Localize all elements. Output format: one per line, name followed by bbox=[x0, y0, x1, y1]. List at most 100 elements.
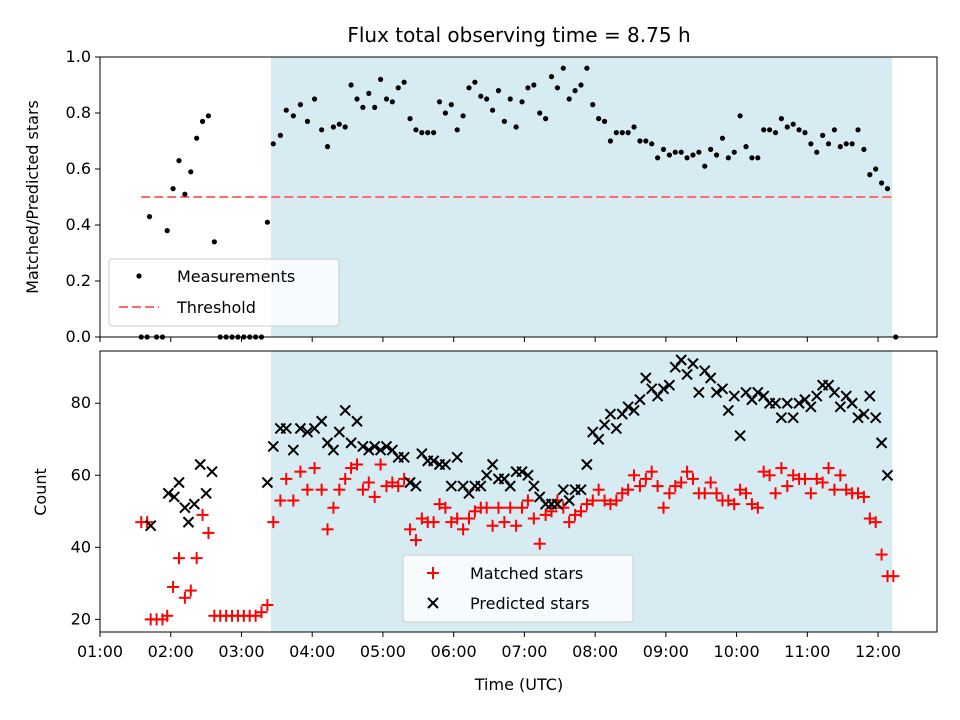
measurement-point bbox=[199, 118, 206, 124]
matched-star-point bbox=[834, 469, 847, 482]
measurement-point bbox=[548, 74, 555, 80]
matched-star-point bbox=[294, 465, 307, 478]
matched-star-point bbox=[439, 501, 452, 514]
predicted-star-point bbox=[592, 433, 605, 445]
matched-star-point bbox=[510, 519, 523, 532]
top-y-tick-label: 0.8 bbox=[66, 103, 91, 122]
predicted-star-point bbox=[451, 451, 463, 463]
matched-star-point bbox=[308, 462, 321, 475]
predicted-star-point bbox=[194, 458, 206, 471]
matched-star-point bbox=[184, 584, 197, 597]
measurement-point bbox=[304, 118, 311, 124]
measurement-point bbox=[820, 132, 826, 138]
measurement-point bbox=[708, 146, 714, 152]
predicted-star-point bbox=[675, 354, 687, 366]
bottom-y-tick-label: 40 bbox=[71, 537, 91, 556]
measurement-point bbox=[837, 144, 843, 150]
matched-star-point bbox=[704, 476, 717, 489]
matched-star-point bbox=[427, 516, 440, 529]
measurement-point bbox=[182, 191, 188, 197]
predicted-star-point bbox=[144, 520, 157, 532]
measurement-point bbox=[264, 219, 270, 225]
measurement-point bbox=[719, 135, 726, 141]
bottom-x-tick-label: 10:00 bbox=[714, 642, 760, 661]
predicted-star-point bbox=[404, 476, 416, 489]
predicted-star-point bbox=[368, 440, 381, 453]
predicted-star-point bbox=[704, 372, 717, 384]
predicted-star-point bbox=[610, 422, 623, 435]
measurement-point bbox=[454, 127, 460, 133]
matched-star-point bbox=[657, 501, 670, 514]
matched-star-point bbox=[681, 465, 694, 478]
legend-predicted-label: Predicted stars bbox=[470, 594, 590, 613]
measurement-point bbox=[484, 96, 490, 102]
measurement-point bbox=[725, 155, 731, 161]
predicted-star-point bbox=[787, 411, 799, 424]
measurement-point bbox=[755, 155, 761, 161]
predicted-star-point bbox=[339, 404, 351, 417]
bottom-x-tick-label: 04:00 bbox=[289, 642, 335, 661]
measurement-point bbox=[407, 116, 413, 122]
matched-star-point bbox=[663, 487, 676, 500]
predicted-star-point bbox=[834, 401, 847, 413]
measurement-point bbox=[731, 149, 737, 155]
measurement-point bbox=[442, 110, 449, 116]
measurement-point bbox=[672, 149, 678, 155]
predicted-star-point bbox=[301, 426, 314, 438]
bottom-y-tick-label: 80 bbox=[71, 393, 91, 412]
bottom-x-tick-label: 02:00 bbox=[148, 642, 194, 661]
predicted-star-point bbox=[182, 516, 195, 528]
matched-star-point bbox=[527, 512, 540, 525]
matched-star-point bbox=[301, 483, 314, 496]
matched-star-point bbox=[586, 494, 599, 507]
measurement-point bbox=[743, 144, 749, 150]
predicted-star-point bbox=[398, 451, 410, 463]
measurement-point bbox=[478, 93, 484, 99]
matched-star-point bbox=[457, 523, 470, 536]
predicted-star-point bbox=[351, 415, 363, 427]
bottom-y-tick-label: 60 bbox=[71, 465, 91, 484]
measurement-point bbox=[649, 141, 655, 147]
measurement-point bbox=[660, 146, 667, 152]
matched-star-point bbox=[255, 606, 268, 619]
predicted-star-point bbox=[852, 411, 864, 424]
bottom-x-tick-label: 05:00 bbox=[360, 642, 406, 661]
matched-star-point bbox=[498, 516, 511, 529]
predicted-star-point bbox=[357, 440, 369, 453]
matched-star-point bbox=[492, 501, 505, 514]
matched-star-point bbox=[327, 501, 340, 514]
measurement-point bbox=[460, 113, 466, 119]
predicted-star-point bbox=[280, 422, 292, 435]
predicted-star-point bbox=[333, 426, 346, 438]
matched-star-point bbox=[592, 483, 605, 496]
matched-star-point bbox=[356, 483, 369, 496]
measurement-point bbox=[873, 166, 879, 172]
matched-star-point bbox=[533, 537, 546, 550]
measurement-point bbox=[324, 144, 331, 150]
matched-star-point bbox=[350, 458, 363, 471]
top-panel: 0.0 0.2 0.4 0.6 0.8 1.0 Matched/Predicted sta… bbox=[23, 47, 938, 346]
matched-star-point bbox=[628, 469, 641, 482]
predicted-star-point bbox=[427, 455, 440, 467]
predicted-star-point bbox=[327, 444, 340, 456]
predicted-star-point bbox=[858, 408, 870, 420]
matched-star-point bbox=[368, 490, 381, 503]
matched-star-point bbox=[178, 591, 191, 604]
legend-matched-marker bbox=[427, 567, 439, 579]
chart-title: Flux total observing time = 8.75 h bbox=[347, 23, 690, 47]
matched-star-point bbox=[398, 472, 411, 485]
predicted-star-point bbox=[287, 444, 300, 456]
measurement-point bbox=[814, 149, 820, 155]
measurement-point bbox=[849, 141, 855, 147]
measurement-point bbox=[566, 96, 572, 102]
measurement-point bbox=[696, 149, 702, 155]
predicted-star-point bbox=[206, 465, 218, 478]
measurement-point bbox=[778, 116, 784, 122]
predicted-star-point bbox=[598, 419, 611, 431]
measurement-point bbox=[855, 127, 861, 133]
bottom-plot-frame bbox=[99, 350, 938, 633]
matched-star-point bbox=[639, 472, 652, 485]
predicted-star-point bbox=[622, 401, 634, 413]
matched-star-point bbox=[374, 458, 387, 471]
matched-star-point bbox=[161, 609, 174, 622]
